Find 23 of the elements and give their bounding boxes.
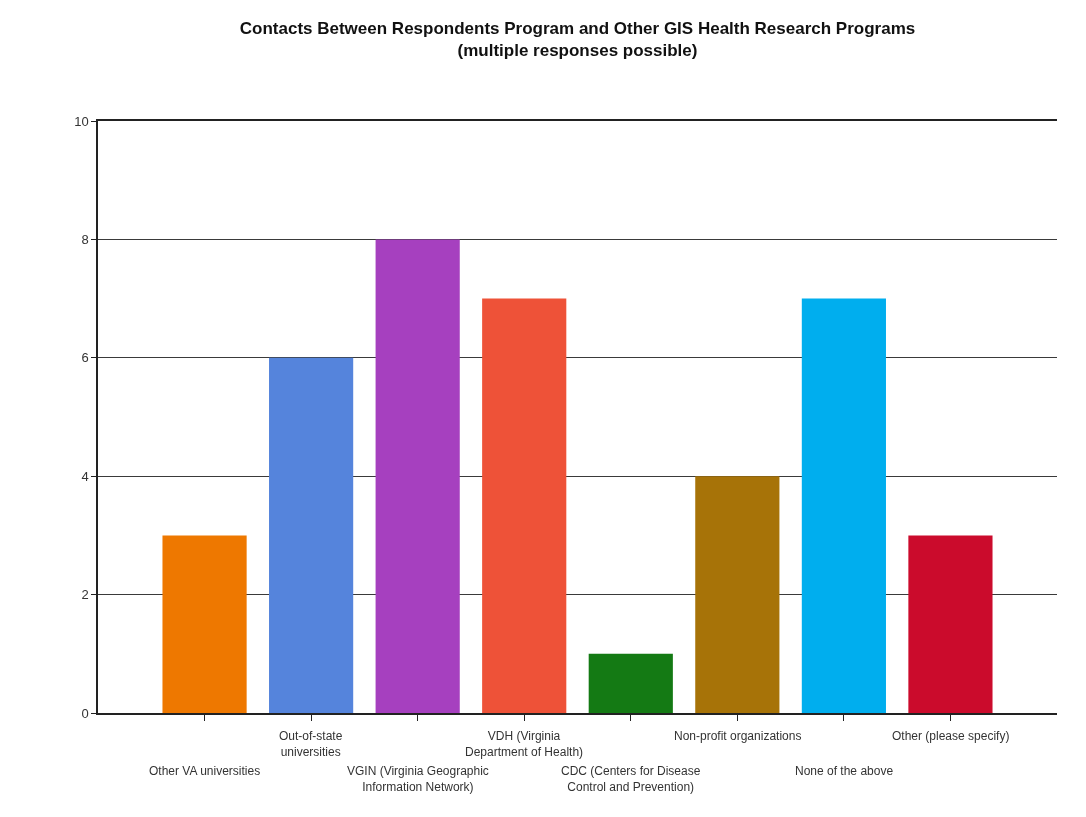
chart-title: Contacts Between Respondents Program and Other GIS Health Research Programs (multiple responses possible) bbox=[239, 19, 916, 61]
bar bbox=[482, 298, 567, 713]
bar bbox=[908, 535, 993, 713]
bar bbox=[588, 653, 673, 713]
x-tick-label: VGIN (Virginia Geographic Information Network) bbox=[347, 764, 489, 794]
y-tick-label: 4 bbox=[81, 468, 89, 484]
y-tick-label: 2 bbox=[81, 587, 89, 603]
x-tick-label: Other VA universities bbox=[149, 764, 261, 778]
x-tick-label: VDH (Virginia Department of Health) bbox=[465, 729, 584, 759]
bar bbox=[801, 298, 886, 713]
x-tick-label: Other (please specify) bbox=[892, 729, 1010, 743]
bar bbox=[695, 476, 780, 713]
x-tick-label: CDC (Centers for Disease Control and Prevention) bbox=[561, 764, 701, 794]
x-tick-label: Non-profit organizations bbox=[674, 729, 802, 743]
bar bbox=[375, 239, 460, 713]
x-tick-label: Out-of-state universities bbox=[279, 729, 343, 759]
y-tick-label: 8 bbox=[81, 231, 89, 247]
y-tick-label: 10 bbox=[74, 113, 89, 129]
bar bbox=[162, 535, 247, 713]
bar bbox=[269, 357, 354, 713]
y-tick-label: 6 bbox=[81, 350, 89, 366]
y-tick-label: 0 bbox=[81, 705, 89, 721]
x-tick-label: None of the above bbox=[795, 764, 894, 778]
